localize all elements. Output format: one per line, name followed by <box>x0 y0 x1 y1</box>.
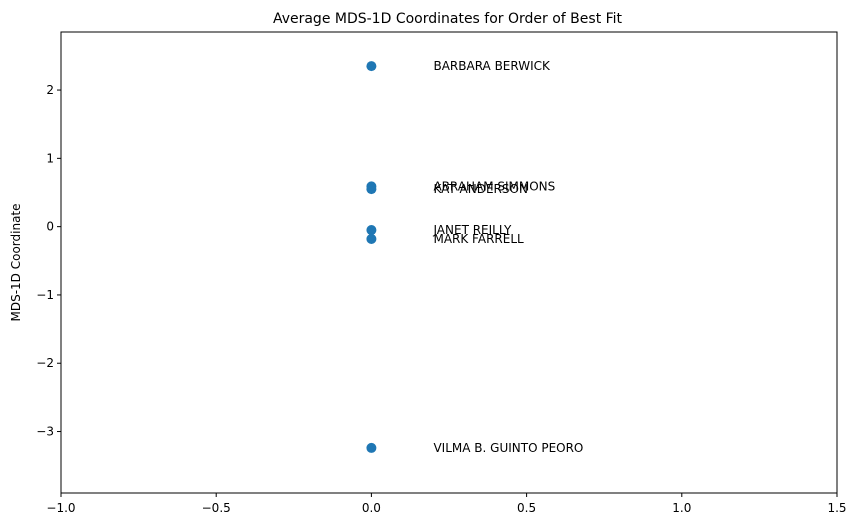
x-axis-ticks: −1.0 −0.5 0.0 0.5 1.0 1.5 <box>46 493 847 515</box>
points-layer <box>366 61 377 453</box>
point-label: VILMA B. GUINTO PEORO <box>433 441 583 455</box>
x-tick-label: 1.5 <box>827 501 846 515</box>
x-tick-label: −0.5 <box>202 501 231 515</box>
y-tick-label: 0 <box>46 220 54 234</box>
chart-title: Average MDS-1D Coordinates for Order of … <box>273 11 623 27</box>
y-tick-label: −1 <box>36 288 54 302</box>
data-point <box>366 61 377 72</box>
point-label: JANET REILLY <box>432 223 511 237</box>
x-tick-label: 1.0 <box>672 501 691 515</box>
point-label: KAT ANDERSON <box>433 182 527 196</box>
x-tick-label: 0.0 <box>362 501 381 515</box>
y-tick-label: −3 <box>36 425 54 439</box>
y-tick-label: 1 <box>46 151 54 165</box>
y-axis-ticks: −3 −2 −1 0 1 2 <box>36 83 61 439</box>
data-point <box>366 225 377 236</box>
y-tick-label: 2 <box>46 83 54 97</box>
data-point <box>366 442 377 453</box>
plot-frame <box>60 31 838 494</box>
x-tick-label: −1.0 <box>46 501 75 515</box>
point-label: MARK FARRELL <box>433 232 524 246</box>
point-label: BARBARA BERWICK <box>433 59 551 73</box>
y-axis-label: MDS-1D Coordinate <box>9 203 23 321</box>
data-point <box>366 184 377 195</box>
x-tick-label: 0.5 <box>517 501 536 515</box>
y-tick-label: −2 <box>36 356 54 370</box>
point-label: ABRAHAM SIMMONS <box>433 179 555 193</box>
data-point <box>366 233 377 244</box>
